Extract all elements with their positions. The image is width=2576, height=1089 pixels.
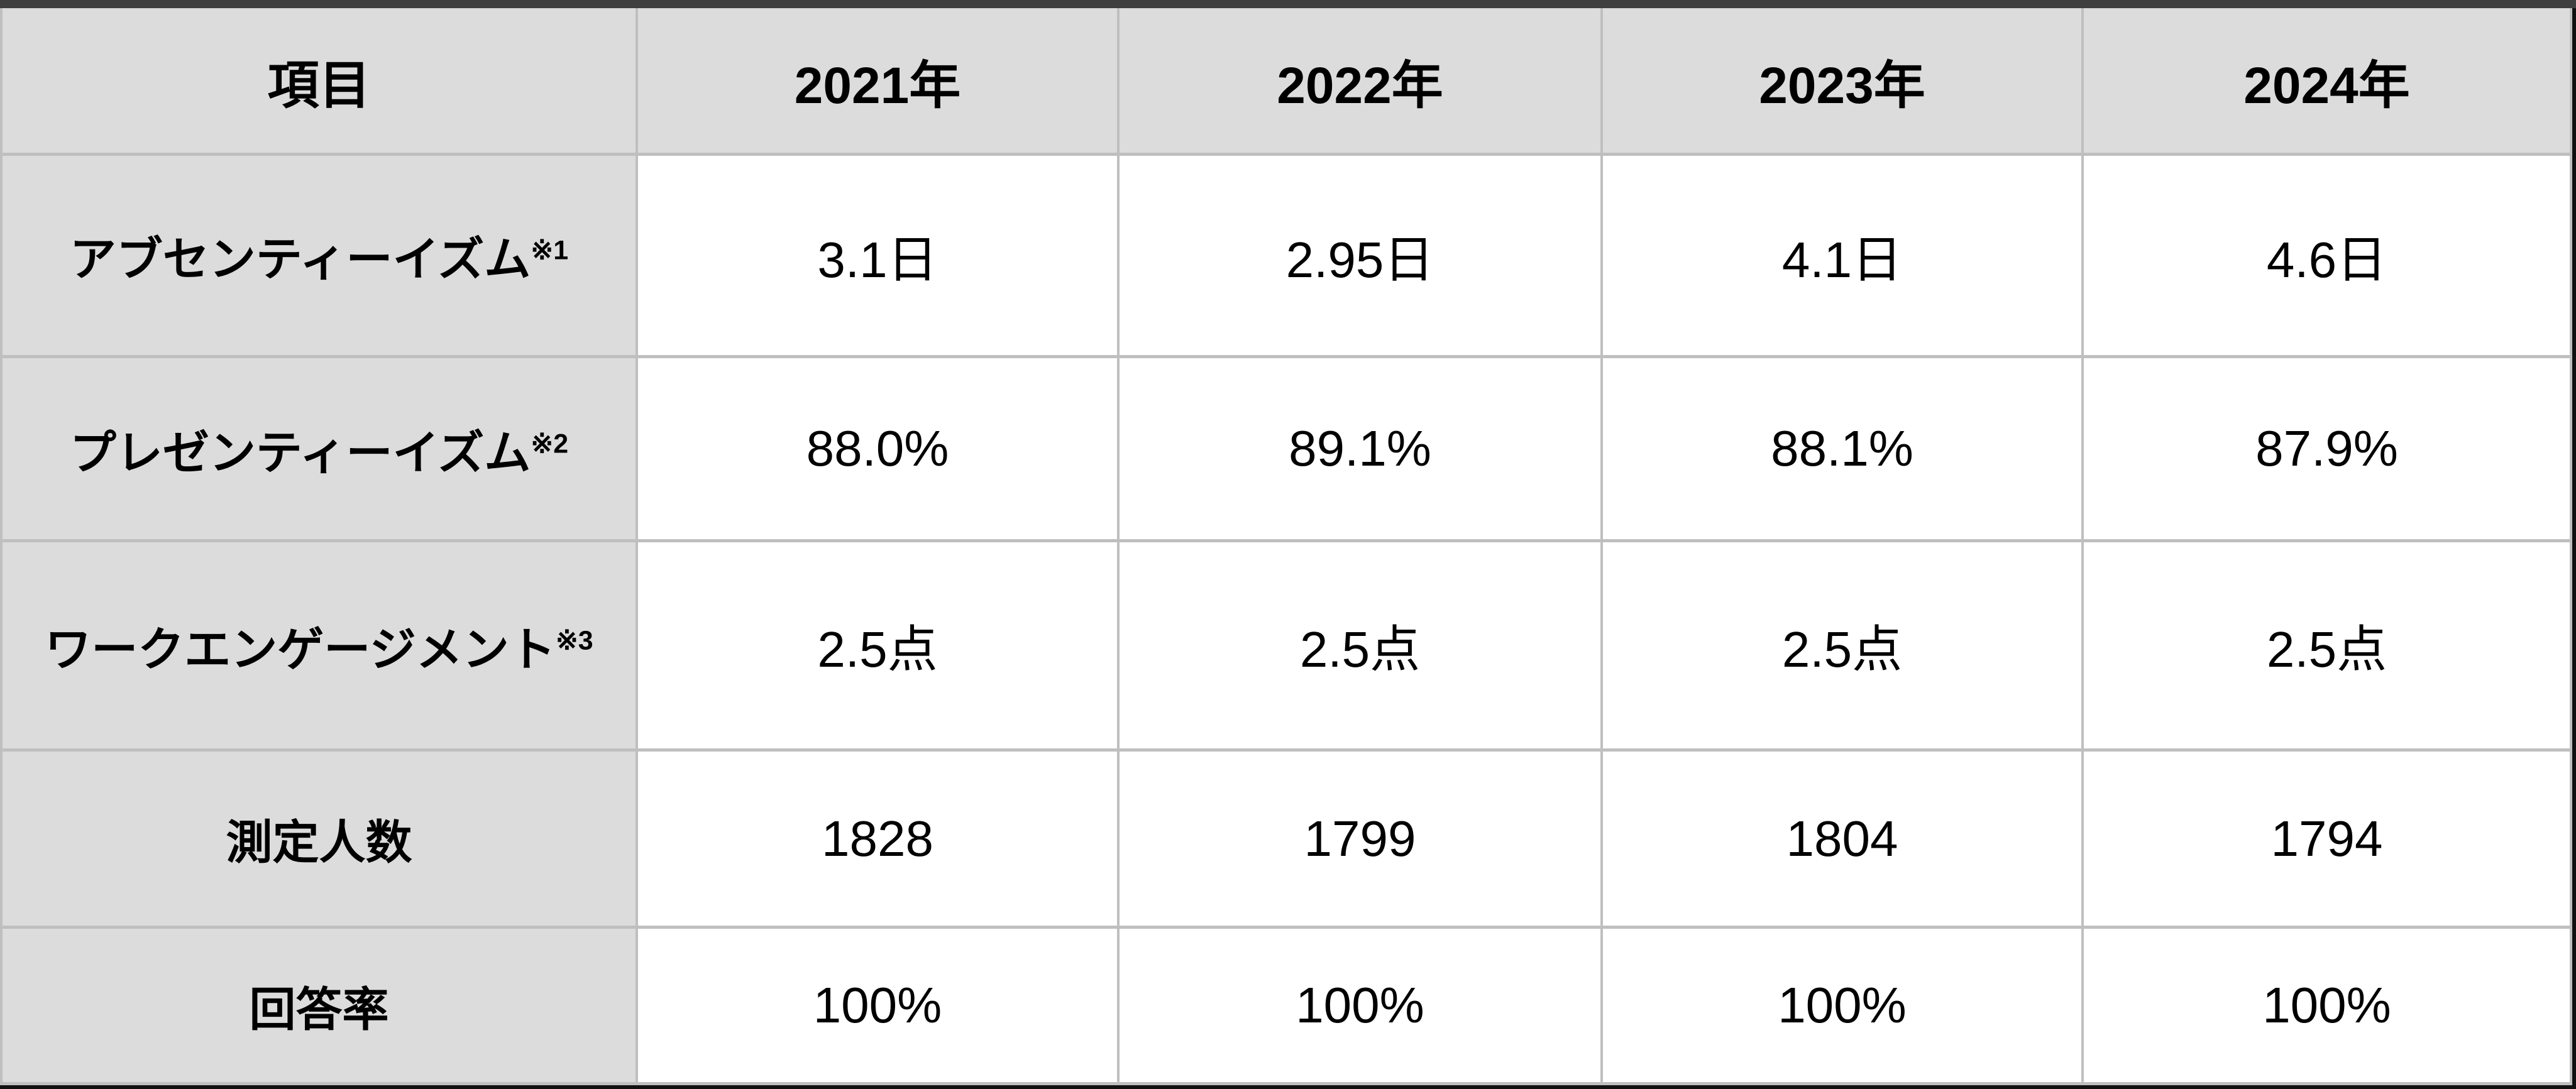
row-label-text: 回答率 — [249, 983, 389, 1036]
value-cell: 2.5点 — [638, 542, 1120, 752]
value-cell: 3.1日 — [638, 156, 1120, 358]
value-cell: 1828 — [638, 752, 1120, 929]
value-text: 2.5点 — [817, 621, 938, 677]
row-label-work-engagement: ワークエンゲージメント※3 — [3, 542, 638, 752]
value-text: 2.5点 — [1299, 621, 1421, 677]
value-cell: 2.5点 — [1603, 542, 2084, 752]
table-right-edge — [2572, 0, 2576, 1089]
value-cell: 100% — [1120, 929, 1603, 1082]
value-text: 100% — [1296, 977, 1424, 1033]
table-top-border — [0, 0, 2576, 8]
metrics-table: 項目 2021年 2022年 2023年 2024年 アブセンティーイズム※1 … — [0, 8, 2572, 1085]
value-text: 88.0% — [806, 420, 949, 476]
value-text: 1828 — [822, 810, 933, 867]
value-text: 87.9% — [2255, 420, 2398, 476]
footnote-marker: ※1 — [531, 235, 569, 266]
header-label: 2022年 — [1277, 57, 1443, 114]
value-cell: 1804 — [1603, 752, 2084, 929]
value-cell: 100% — [638, 929, 1120, 1082]
row-label-presenteeism: プレゼンティーイズム※2 — [3, 358, 638, 542]
header-cell-2023: 2023年 — [1603, 8, 2084, 156]
value-cell: 100% — [1603, 929, 2084, 1082]
value-text: 89.1% — [1289, 420, 1431, 476]
row-label-absenteeism: アブセンティーイズム※1 — [3, 156, 638, 358]
value-text: 2.95日 — [1285, 231, 1434, 288]
value-text: 4.1日 — [1781, 231, 1903, 288]
value-cell: 87.9% — [2084, 358, 2570, 542]
header-label: 2024年 — [2243, 57, 2410, 114]
header-cell-2022: 2022年 — [1120, 8, 1603, 156]
header-label: 項目 — [267, 57, 371, 114]
value-cell: 1799 — [1120, 752, 1603, 929]
header-label: 2021年 — [794, 57, 961, 114]
value-text: 100% — [2262, 977, 2391, 1033]
value-text: 1799 — [1304, 810, 1416, 867]
value-text: 4.6日 — [2266, 231, 2387, 288]
header-cell-item: 項目 — [3, 8, 638, 156]
header-cell-2024: 2024年 — [2084, 8, 2570, 156]
value-text: 100% — [813, 977, 942, 1033]
row-label-text: ワークエンゲージメント — [45, 623, 556, 676]
row-label-text: アブセンティーイズム — [69, 233, 531, 285]
value-cell: 100% — [2084, 929, 2570, 1082]
value-text: 2.5点 — [1781, 621, 1903, 677]
header-label: 2023年 — [1759, 57, 1925, 114]
row-label-measured-count: 測定人数 — [3, 752, 638, 929]
value-text: 88.1% — [1771, 420, 1913, 476]
value-text: 2.5点 — [2266, 621, 2387, 677]
value-text: 1794 — [2271, 810, 2383, 867]
row-label-text: 測定人数 — [226, 816, 412, 868]
value-cell: 2.95日 — [1120, 156, 1603, 358]
footnote-marker: ※2 — [531, 428, 569, 459]
value-cell: 4.6日 — [2084, 156, 2570, 358]
value-cell: 2.5点 — [1120, 542, 1603, 752]
value-text: 1804 — [1786, 810, 1898, 867]
value-text: 100% — [1778, 977, 1907, 1033]
value-cell: 2.5点 — [2084, 542, 2570, 752]
value-cell: 89.1% — [1120, 358, 1603, 542]
table-bottom-edge — [0, 1085, 2576, 1089]
header-cell-2021: 2021年 — [638, 8, 1120, 156]
footnote-marker: ※3 — [555, 625, 593, 655]
value-cell: 4.1日 — [1603, 156, 2084, 358]
row-label-text: プレゼンティーイズム — [69, 426, 531, 479]
value-cell: 88.1% — [1603, 358, 2084, 542]
row-label-response-rate: 回答率 — [3, 929, 638, 1082]
value-cell: 88.0% — [638, 358, 1120, 542]
value-cell: 1794 — [2084, 752, 2570, 929]
value-text: 3.1日 — [817, 231, 938, 288]
